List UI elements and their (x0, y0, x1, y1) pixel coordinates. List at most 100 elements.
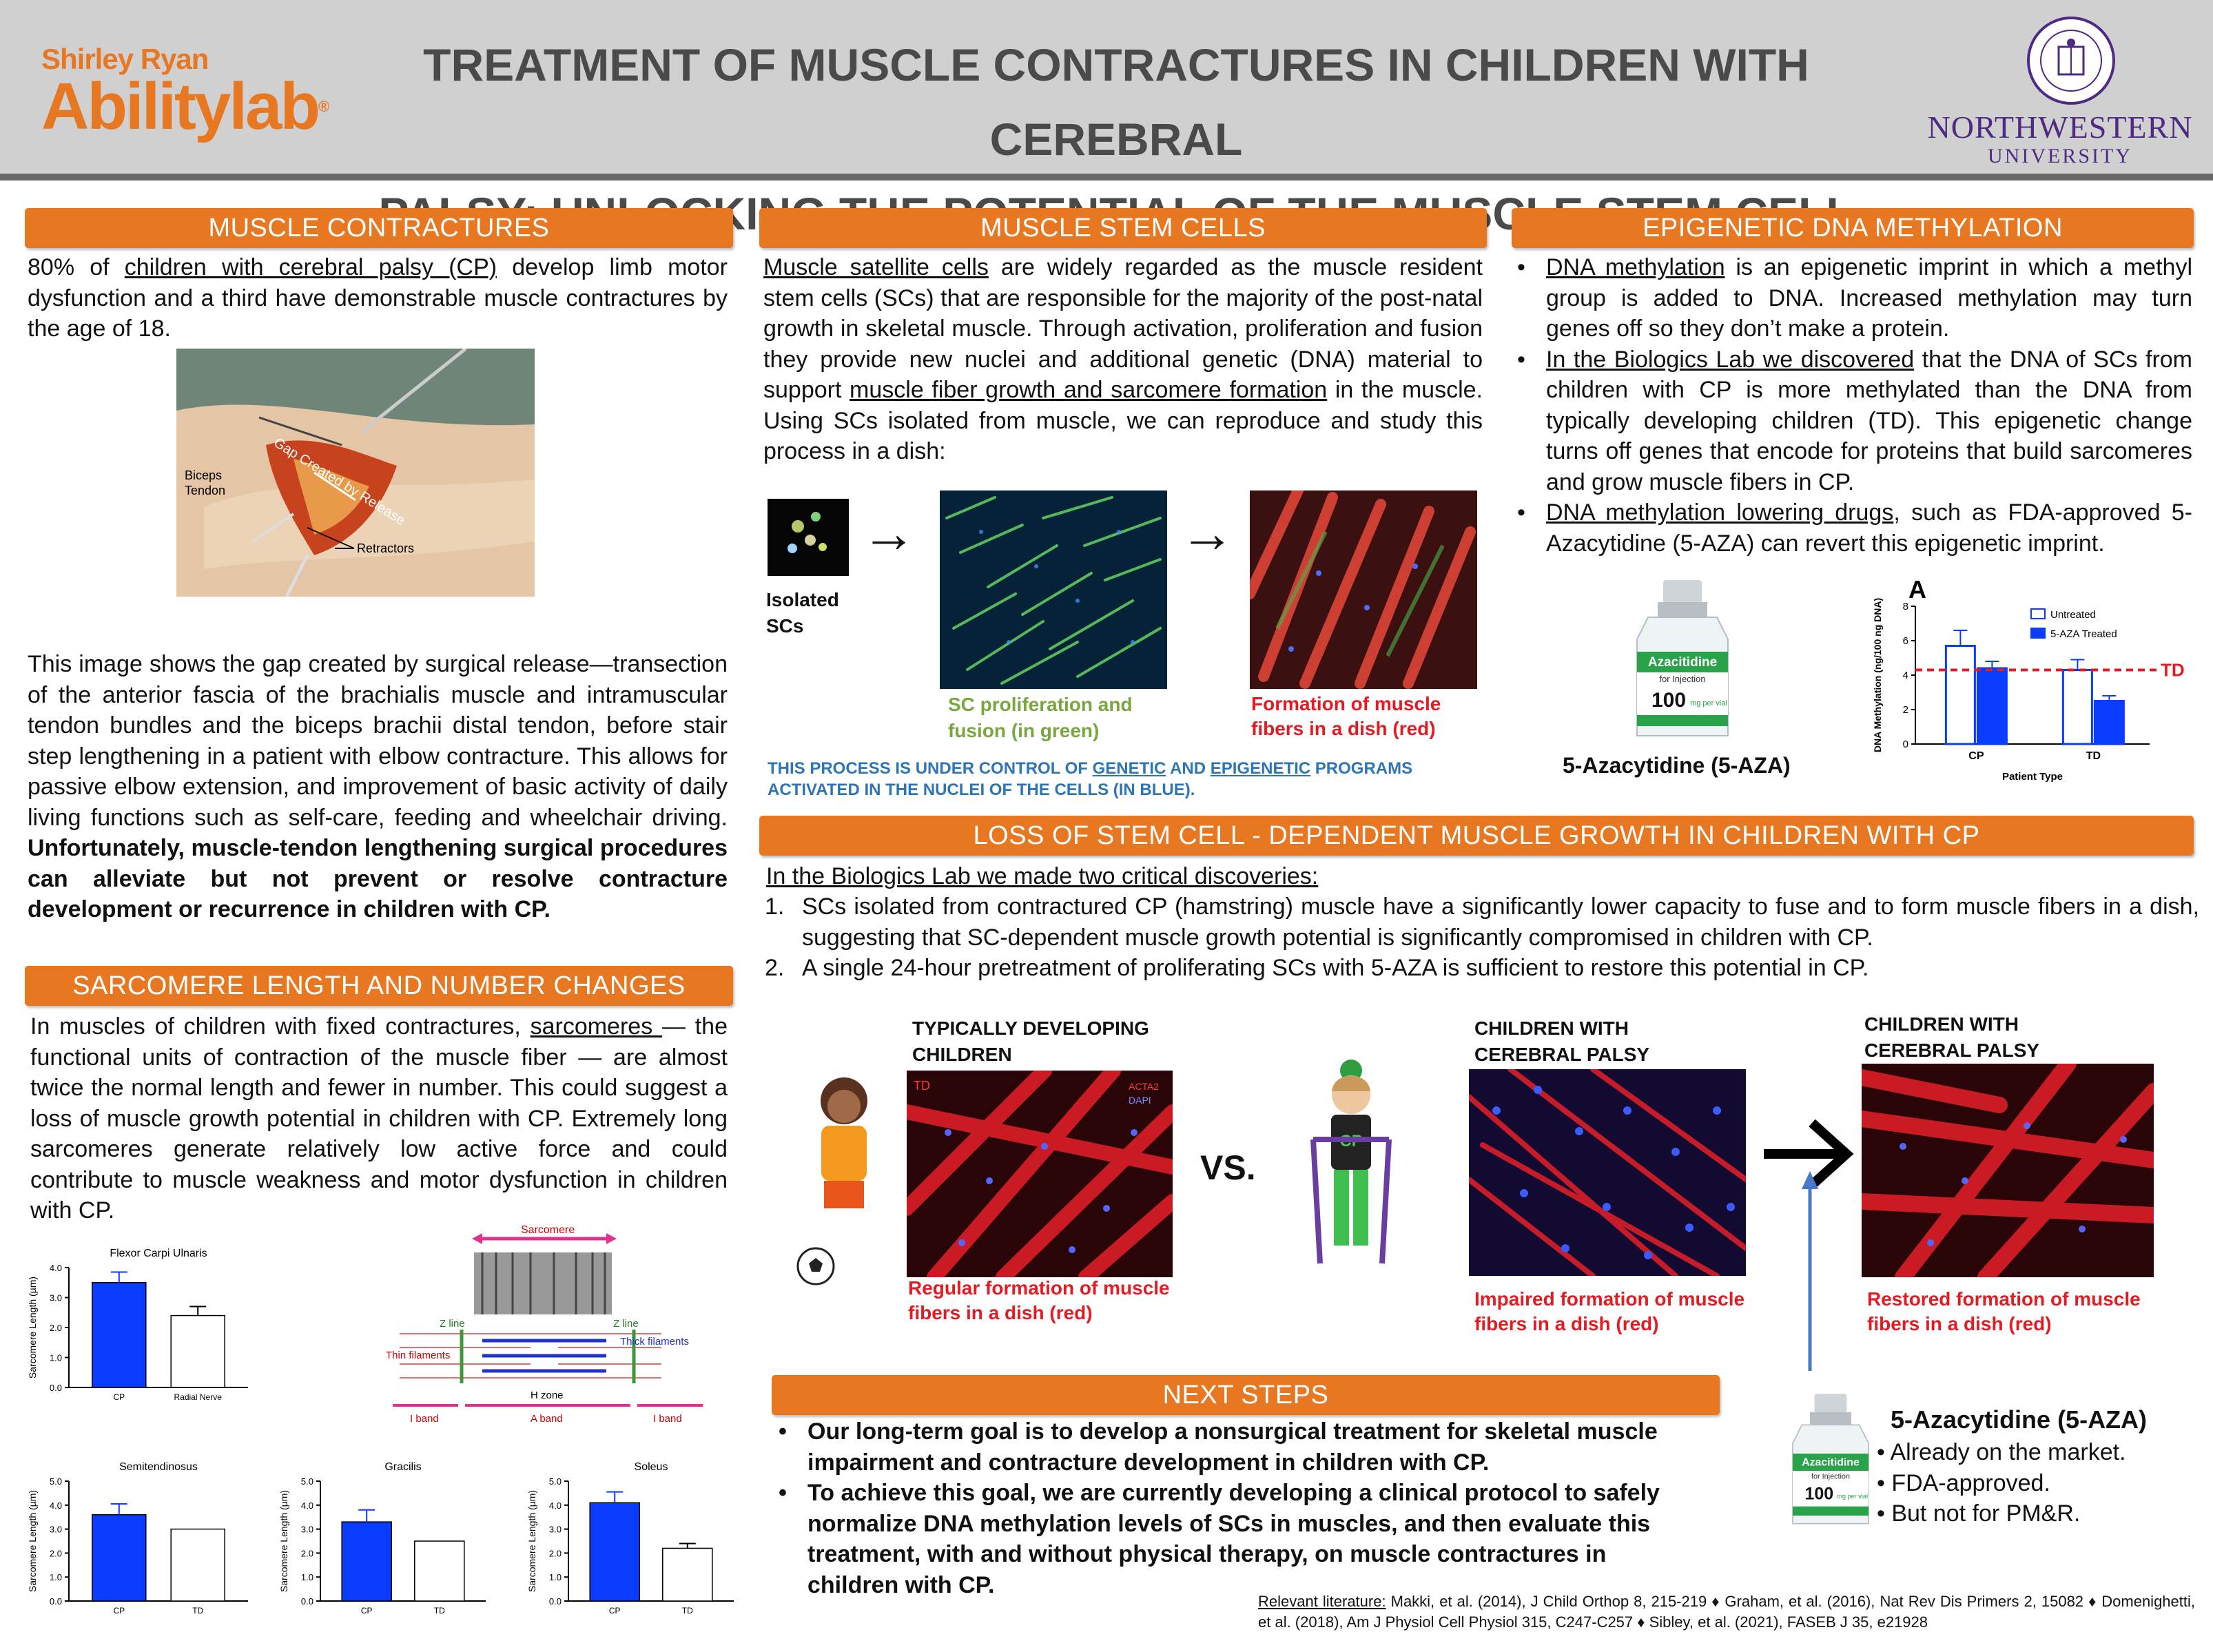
next-steps-list: Our long-term goal is to develop a nonsu… (774, 1416, 1684, 1600)
fiber-formation-caption: Formation of muscle fibers in a dish (red… (1251, 693, 1441, 739)
y-tick-label: 0 (1903, 739, 1908, 750)
vial2-sub: for Injection (1811, 1473, 1850, 1481)
diagram-zline-1: Z line (440, 1318, 465, 1330)
isolated-sc-image (768, 499, 849, 576)
y-tick-label: 1.0 (301, 1572, 313, 1582)
y-tick-label: 5.0 (301, 1476, 313, 1487)
diagram-aband: A band (531, 1413, 563, 1425)
y-tick-label: 6 (1903, 635, 1908, 647)
x-tick-label: TD (2086, 750, 2101, 762)
bar (170, 1528, 225, 1602)
y-tick-label: 3.0 (301, 1525, 313, 1535)
x-tick-label: CP (609, 1606, 621, 1615)
panel-label: A (1908, 575, 1926, 603)
cp-caption: Impaired formation of muscle fibers in a … (1474, 1288, 1745, 1334)
y-tick-label: 2 (1903, 704, 1908, 716)
y-tick-label: 4.0 (50, 1500, 62, 1511)
next-steps-heading: NEXT STEPS (772, 1375, 1720, 1415)
photo-label-biceps: Biceps (185, 468, 222, 482)
loss-discovery-number: 1. (765, 894, 785, 920)
loss-discovery-number: 2. (765, 955, 785, 981)
aza-box-item: • FDA-approved. (1877, 1469, 2050, 1496)
x-tick-label: Radial Nerve (174, 1392, 223, 1402)
chart-title: Soleus (635, 1461, 668, 1473)
sarcomere-diagram: Sarcomere Z line Z line Thick filaments … (386, 1224, 703, 1425)
x-axis-label: Patient Type (2002, 771, 2063, 783)
northwestern-wordmark: NORTHWESTERN UNIVERSITY (1927, 110, 2193, 168)
y-axis-label: Sarcomere Length (µm) (526, 1490, 537, 1592)
northwestern-seal-icon (2027, 17, 2115, 105)
vs-label: VS. (1200, 1148, 1256, 1187)
vial2-dose: 100 (1804, 1485, 1833, 1504)
bar (92, 1514, 147, 1602)
muscle-fiber-formation-image (1250, 491, 1477, 689)
soleus-chart: Soleus 0.0 1.0 2.0 3.0 4.0 5.0 Sarcomere Length… (526, 1461, 734, 1615)
bar (170, 1314, 225, 1388)
stain-dapi: DAPI (1129, 1095, 1151, 1106)
sarcomere-body: In muscles of children with fixed contra… (30, 1013, 728, 1223)
aza-box-list: • Already on the market. • FDA-approved. •… (1877, 1437, 2201, 1529)
semitendinosus-chart: Semitendinosus 0.0 1.0 2.0 3.0 4.0 5.0 Sarcomer… (27, 1461, 248, 1615)
td-fiber-image: TD ACTA2 DAPI (907, 1071, 1173, 1277)
diagram-zline-2: Z line (613, 1318, 639, 1330)
loss-discovery-item: 1. SCs isolated from contractured CP (ham… (758, 891, 2199, 953)
epigenetic-bullets: DNA methylation is an epigenetic imprint… (1513, 252, 2192, 559)
y-tick-label: 2.0 (50, 1323, 62, 1333)
chart-title: Gracilis (384, 1461, 421, 1473)
azacitidine-vial-icon: Azacitidine for Injection 100 mg per via… (1636, 580, 1729, 736)
y-tick-label: 4 (1903, 670, 1908, 681)
td-title: TYPICALLY DEVELOPING CHILDREN (912, 1018, 1149, 1065)
td-reference-label: TD (2161, 660, 2185, 681)
td-caption: Regular formation of muscle fibers in a d… (908, 1277, 1170, 1323)
chart-title: Flexor Carpi Ulnaris (110, 1248, 207, 1259)
arrow-icon: → (861, 502, 916, 564)
bar (2061, 669, 2093, 745)
muscle-stem-cells-heading: MUSCLE STEM CELLS (759, 208, 1487, 248)
flexor-carpi-ulnaris-chart: Flexor Carpi Ulnaris 0.0 1.0 2.0 3.0 4.0 Sarco… (27, 1248, 248, 1402)
literature: Relevant literature: Makki, et al. (2014… (1258, 1593, 2195, 1631)
azacitidine-vial-icon-2: Azacitidine for Injection 100 mg per via… (1792, 1394, 1869, 1525)
up-arrow-icon (1802, 1171, 1818, 1371)
muscle-stem-cells-body: Muscle satellite cells are widely regard… (763, 254, 1483, 464)
x-tick-label: TD (434, 1606, 445, 1615)
x-tick-label: CP (1968, 750, 1984, 762)
muscle-contractures-body: This image shows the gap created by surg… (28, 651, 728, 922)
y-tick-label: 2.0 (50, 1548, 62, 1558)
muscle-contractures-heading: MUSCLE CONTRACTURES (25, 208, 733, 248)
cp-restored-title: CHILDREN WITH CEREBRAL PALSY (1864, 1013, 2040, 1061)
cp-restored-caption: Restored formation of muscle fibers in a … (1867, 1288, 2141, 1334)
loss-discovery-text: A single 24-hour pretreatment of prolife… (802, 955, 1869, 981)
vial2-unit: mg per vial (1837, 1493, 1868, 1500)
epigenetic-bullet-3: DNA methylation lowering drugs, such as … (1513, 497, 2192, 559)
y-tick-label: 0.0 (549, 1596, 562, 1607)
cp-child-illustration: CP (1310, 1060, 1392, 1264)
bar (414, 1540, 465, 1602)
bar (662, 1547, 713, 1602)
next-step-item: Our long-term goal is to develop a nonsu… (774, 1416, 1684, 1478)
title-line-1: TREATMENT OF MUSCLE CONTRACTURES IN CHIL… (423, 39, 1809, 165)
arrow-icon-2: → (1180, 502, 1235, 564)
y-tick-label: 4.0 (50, 1263, 62, 1273)
y-tick-label: 3.0 (50, 1293, 62, 1303)
loss-of-stem-cell-heading: LOSS OF STEM CELL - DEPENDENT MUSCLE GRO… (759, 816, 2194, 856)
loss-discovery-item: 2. A single 24-hour pretreatment of proli… (758, 953, 2199, 984)
x-tick-label: CP (361, 1606, 373, 1615)
x-tick-label: TD (192, 1606, 203, 1615)
gracilis-chart: Gracilis 0.0 1.0 2.0 3.0 4.0 5.0 Sarcomere Leng… (278, 1461, 486, 1615)
loss-intro: In the Biologics Lab we made two critica… (766, 863, 1319, 889)
sc-proliferation-image (940, 491, 1167, 689)
epigenetic-bullet-2: In the Biologics Lab we discovered that … (1513, 344, 2192, 498)
shirley-ryan-abilitylab-logo: Shirley Ryan Abilitylab® (41, 43, 329, 153)
vial-dose: 100 (1651, 689, 1686, 712)
isolated-scs-label: Isolated SCs (766, 589, 839, 637)
epigenetic-heading: EPIGENETIC DNA METHYLATION (1512, 208, 2194, 248)
aza-box-item: • But not for PM&R. (1877, 1500, 2081, 1527)
chart-title: Semitendinosus (119, 1461, 198, 1473)
aza-box-item: • Already on the market. (1877, 1439, 2126, 1465)
diagram-iband-2: I band (653, 1413, 682, 1425)
cp-restored-fiber-image (1862, 1064, 2154, 1277)
td-tag: TD (914, 1079, 930, 1093)
legend-swatch (2030, 608, 2046, 619)
y-tick-label: 5.0 (50, 1476, 62, 1487)
muscle-contractures-intro: 80% of children with cerebral palsy (CP)… (28, 254, 728, 342)
